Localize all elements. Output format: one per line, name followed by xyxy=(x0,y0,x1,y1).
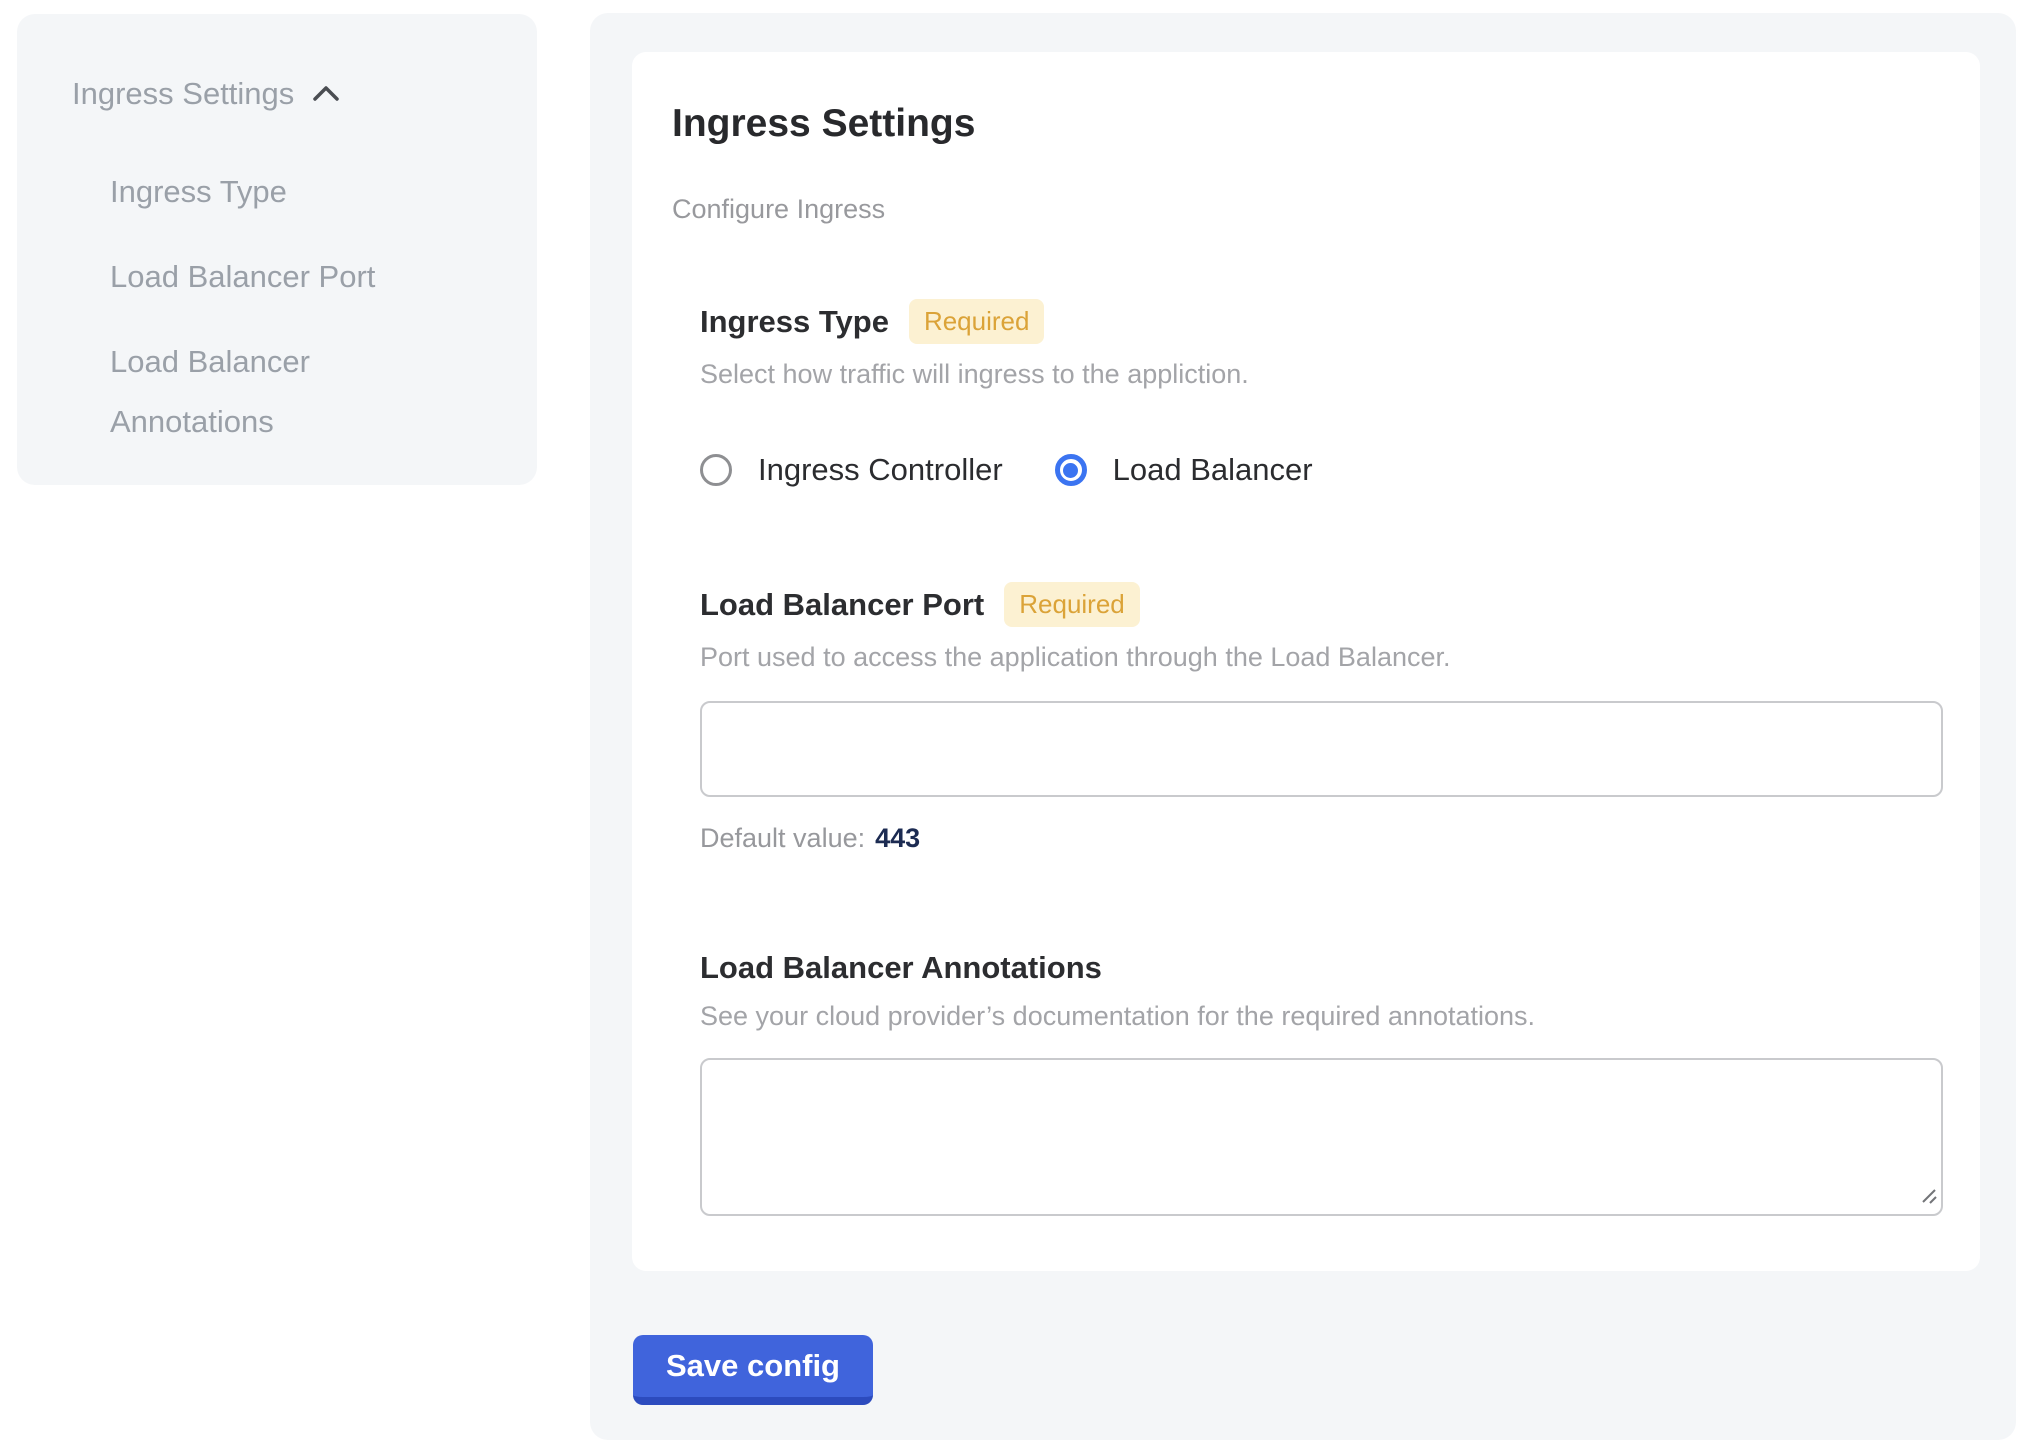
ingress-type-section: Ingress Type Required Select how traffic… xyxy=(700,299,1940,488)
resize-handle-icon[interactable] xyxy=(1919,1186,1939,1211)
required-badge: Required xyxy=(1004,582,1140,627)
sidebar-section-label: Ingress Settings xyxy=(72,76,295,111)
page-subtitle: Configure Ingress xyxy=(672,194,886,224)
ingress-type-description: Select how traffic will ingress to the a… xyxy=(700,359,1249,389)
ingress-settings-card: Ingress Settings Configure Ingress Ingre… xyxy=(632,52,1980,1271)
chevron-up-icon xyxy=(310,83,342,105)
sidebar-section-ingress-settings[interactable]: Ingress Settings xyxy=(72,76,342,112)
sidebar-item-list: Ingress Type Load Balancer Port Load Bal… xyxy=(110,162,440,477)
radio-option-label: Ingress Controller xyxy=(758,452,1003,487)
radio-button-icon xyxy=(700,454,732,486)
default-value-line: Default value: 443 xyxy=(700,823,1940,854)
sidebar-item-load-balancer-annotations[interactable]: Load Balancer Annotations xyxy=(110,344,310,439)
load-balancer-annotations-section: Load Balancer Annotations See your cloud… xyxy=(700,950,1943,1216)
save-config-button[interactable]: Save config xyxy=(633,1335,873,1405)
load-balancer-annotations-heading: Load Balancer Annotations xyxy=(700,950,1102,985)
radio-button-icon xyxy=(1054,454,1087,486)
radio-option-load-balancer[interactable]: Load Balancer xyxy=(1054,452,1313,488)
ingress-type-heading: Ingress Type xyxy=(700,303,889,339)
load-balancer-annotations-textarea[interactable] xyxy=(700,1058,1943,1216)
load-balancer-annotations-description: See your cloud provider’s documentation … xyxy=(700,1001,1536,1031)
sidebar-item-load-balancer-port[interactable]: Load Balancer Port xyxy=(110,259,376,294)
radio-option-ingress-controller[interactable]: Ingress Controller xyxy=(700,452,1003,488)
load-balancer-port-description: Port used to access the application thro… xyxy=(700,642,1451,672)
required-badge: Required xyxy=(908,299,1045,344)
load-balancer-port-heading: Load Balancer Port xyxy=(700,586,985,622)
radio-option-label: Load Balancer xyxy=(1112,452,1313,487)
sidebar-item-ingress-type[interactable]: Ingress Type xyxy=(110,174,287,209)
ingress-type-radio-group: Ingress Controller Load Balancer xyxy=(700,452,1940,488)
settings-sidebar: Ingress Settings Ingress Type Load Balan… xyxy=(17,14,537,485)
main-panel: Ingress Settings Configure Ingress Ingre… xyxy=(590,13,2016,1440)
load-balancer-port-input[interactable] xyxy=(700,701,1943,797)
load-balancer-port-section: Load Balancer Port Required Port used to… xyxy=(700,582,1943,854)
default-value: 443 xyxy=(875,823,921,853)
annotations-textarea-wrap xyxy=(700,1058,1943,1216)
page-title: Ingress Settings xyxy=(672,102,976,145)
default-value-label: Default value: xyxy=(700,823,866,853)
